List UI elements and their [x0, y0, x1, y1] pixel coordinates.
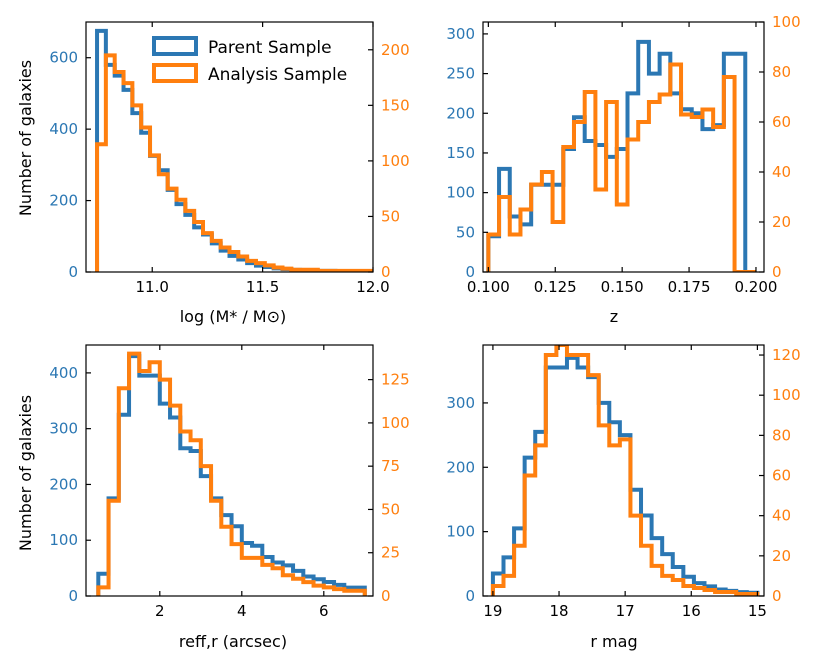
- axes-frame: [482, 344, 765, 597]
- panel-bottom-right: 19 18 17 16 15 0 100 200 300 0 20 40 60 80 100 120: [446, 344, 801, 620]
- legend-swatch-parent: [152, 36, 198, 56]
- y-tick-label-left: 0: [465, 263, 475, 281]
- x-tick-label: 17: [616, 602, 635, 620]
- ylabel-top-left: Number of galaxies: [16, 60, 35, 216]
- y-tick-label-left: 200: [49, 475, 78, 493]
- y-tick-label-left: 400: [49, 120, 78, 138]
- y-tick-label-right: 60: [772, 113, 791, 131]
- x-tick-label: 0.100: [467, 278, 510, 296]
- panel-bottom-left: 2 4 6 0 100 200 300 400 0 25 50 75 100 125: [49, 344, 410, 620]
- x-tick-label: 18: [549, 602, 568, 620]
- axes-frame: [85, 344, 374, 597]
- y-tick-label-right: 125: [381, 371, 410, 389]
- y-tick-label-right: 100: [772, 386, 801, 404]
- y-tick-label-left: 300: [446, 25, 475, 43]
- y-tick-label-right: 0: [772, 263, 782, 281]
- xlabel-top-left: log (M* / M⊙): [180, 307, 287, 326]
- y-tick-label-left: 300: [446, 394, 475, 412]
- legend-swatch-analysis: [152, 63, 198, 83]
- xlabel-bottom-left: reff,r (arcsec): [179, 632, 287, 651]
- y-tick-label-right: 80: [772, 426, 791, 444]
- y-tick-label-left: 300: [49, 420, 78, 438]
- hist-analysis-top-left: [95, 53, 373, 272]
- y-tick-label-left: 200: [446, 104, 475, 122]
- y-tick-label-left: 100: [49, 531, 78, 549]
- y-tick-label-left: 600: [49, 49, 78, 67]
- x-tick-label: 2: [155, 602, 165, 620]
- y-tick-label-left: 0: [68, 263, 78, 281]
- y-tick-label-left: 100: [446, 184, 475, 202]
- xlabel-top-right: z: [610, 307, 618, 326]
- y-tick-label-left: 250: [446, 65, 475, 83]
- y-tick-label-right: 200: [381, 41, 410, 59]
- hist-analysis-bottom-left: [96, 351, 367, 596]
- y-tick-label-right: 20: [772, 547, 791, 565]
- x-tick-label: 4: [237, 602, 247, 620]
- y-tick-label-right: 50: [381, 207, 400, 225]
- y-tick-label-right: 80: [772, 63, 791, 81]
- y-tick-label-right: 0: [381, 587, 391, 605]
- y-tick-label-left: 50: [456, 223, 475, 241]
- y-tick-label-right: 50: [381, 500, 400, 518]
- y-tick-label-right: 75: [381, 457, 400, 475]
- y-tick-label-right: 150: [381, 96, 410, 114]
- x-tick-label: 15: [748, 602, 767, 620]
- x-tick-label: 19: [483, 602, 502, 620]
- y-tick-label-right: 40: [772, 507, 791, 525]
- x-tick-label: 0.175: [668, 278, 711, 296]
- x-tick-label: 0.150: [601, 278, 644, 296]
- y-tick-label-left: 150: [446, 144, 475, 162]
- x-tick-label: 0.125: [534, 278, 577, 296]
- x-tick-label: 0.200: [734, 278, 777, 296]
- panel-top-right: 0.100 0.125 0.150 0.175 0.200050100150200250…: [446, 13, 800, 296]
- y-tick-label-left: 200: [49, 192, 78, 210]
- y-tick-label-right: 60: [772, 467, 791, 485]
- legend-label-analysis: Analysis Sample: [208, 65, 347, 85]
- y-tick-label-left: 200: [446, 458, 475, 476]
- x-tick-label: 11.0: [136, 278, 169, 296]
- xlabel-bottom-right: r mag: [590, 632, 637, 651]
- y-tick-label-right: 0: [381, 263, 391, 281]
- y-tick-label-left: 0: [465, 587, 475, 605]
- axes-frame: [85, 21, 374, 273]
- y-tick-label-right: 20: [772, 213, 791, 231]
- x-tick-label: 16: [682, 602, 701, 620]
- y-tick-label-right: 100: [381, 414, 410, 432]
- y-tick-label-right: 40: [772, 163, 791, 181]
- hist-parent-top-right: [486, 39, 756, 272]
- legend-label-parent: Parent Sample: [208, 38, 332, 58]
- y-tick-label-right: 25: [381, 544, 400, 562]
- axes-frame: [482, 21, 765, 273]
- legend: Parent Sample Analysis Sample: [152, 36, 347, 85]
- x-tick-label: 12.0: [356, 278, 389, 296]
- hist-analysis-bottom-right: [490, 345, 760, 596]
- y-tick-label-left: 0: [68, 587, 78, 605]
- y-tick-label-right: 100: [772, 13, 801, 31]
- y-tick-label-right: 0: [772, 587, 782, 605]
- y-tick-label-left: 400: [49, 364, 78, 382]
- x-tick-label: 11.5: [246, 278, 279, 296]
- x-tick-label: 6: [319, 602, 329, 620]
- y-tick-label-right: 120: [772, 346, 801, 364]
- y-tick-label-left: 100: [446, 523, 475, 541]
- y-tick-label-right: 100: [381, 152, 410, 170]
- ylabel-bottom-left: Number of galaxies: [16, 395, 35, 551]
- hist-analysis-top-right: [486, 62, 756, 272]
